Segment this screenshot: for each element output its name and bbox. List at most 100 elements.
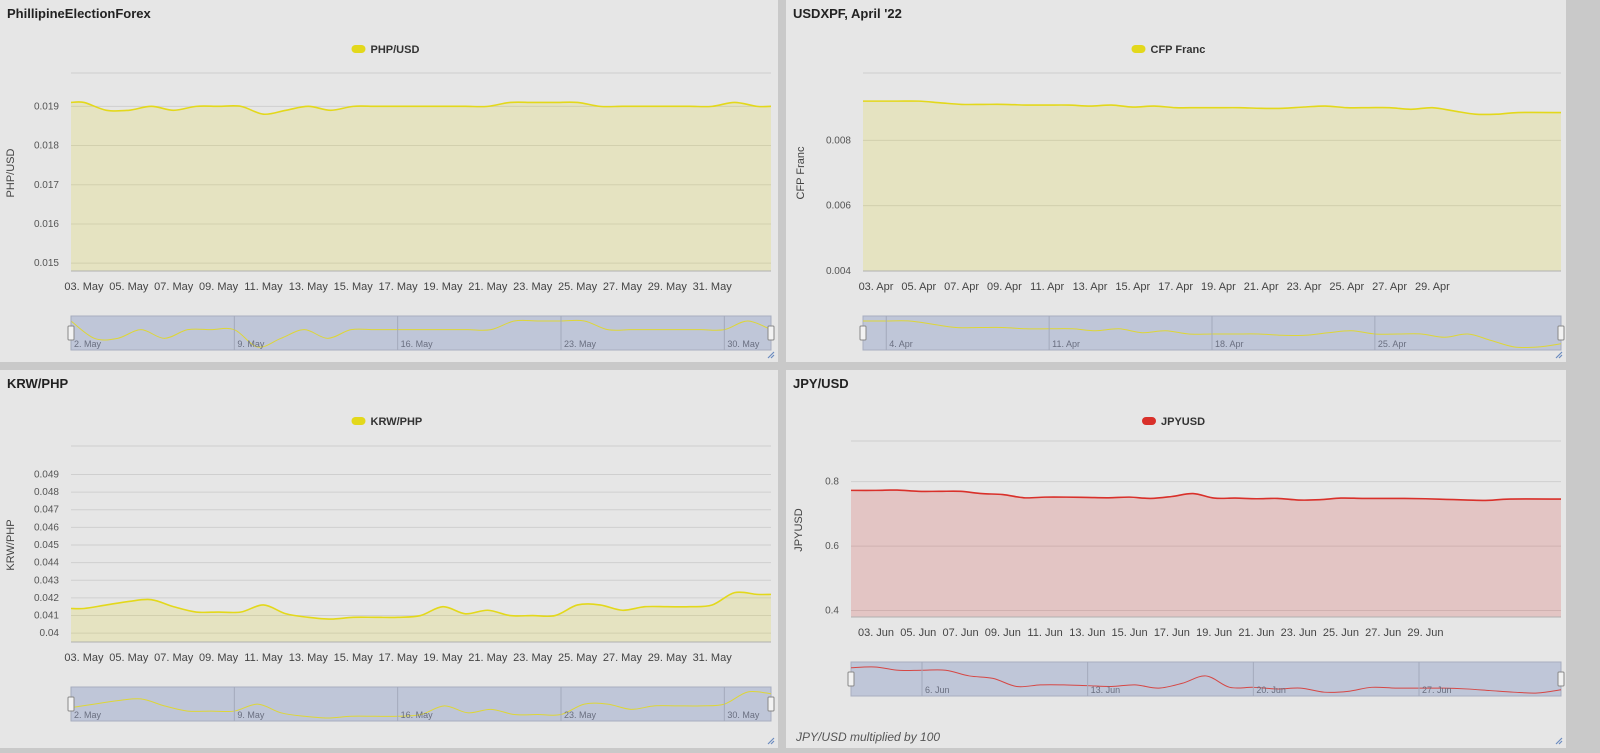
data-point	[307, 105, 309, 107]
data-point	[307, 616, 309, 618]
data-point	[397, 105, 399, 107]
data-point	[689, 606, 691, 608]
data-point	[621, 609, 623, 611]
navigator-series	[850, 666, 1562, 694]
x-tick-label: 09. Apr	[987, 281, 1022, 293]
navigator-handle-left[interactable]	[859, 325, 867, 341]
resize-handle-icon[interactable]	[1555, 351, 1563, 359]
x-tick-label: 23. Apr	[1287, 281, 1322, 293]
y-tick-label: 0.008	[826, 135, 851, 146]
data-point	[173, 606, 175, 608]
navigator-label: 9. May	[237, 339, 265, 349]
navigator-handle-left[interactable]	[67, 696, 75, 712]
data-point	[105, 604, 107, 606]
x-tick-label: 27. Apr	[1372, 281, 1407, 293]
legend: KRW/PHP	[351, 416, 422, 428]
data-point	[262, 604, 264, 606]
data-point	[1132, 106, 1134, 108]
x-tick-label: 23. Jun	[1281, 627, 1317, 639]
series-area	[71, 592, 771, 642]
data-point	[217, 105, 219, 107]
data-point	[173, 109, 175, 111]
navigator-label: 30. May	[727, 710, 760, 720]
data-point	[599, 604, 601, 606]
navigator-label: 9. May	[237, 710, 265, 720]
data-point	[83, 607, 85, 609]
y-axis-title: PHP/USD	[5, 148, 17, 197]
navigator-label: 6. Jun	[925, 685, 950, 695]
y-tick-label: 0.044	[34, 558, 59, 569]
x-tick-label: 05. Jun	[900, 627, 936, 639]
data-point	[756, 105, 758, 107]
data-point	[240, 611, 242, 613]
resize-grip	[1555, 351, 1563, 359]
data-point	[1260, 107, 1262, 109]
x-tick-label: 11. May	[244, 281, 283, 293]
data-point	[1453, 110, 1455, 112]
data-point	[1281, 107, 1283, 109]
x-tick-label: 25. Apr	[1329, 281, 1364, 293]
x-tick-label: 13. May	[289, 652, 329, 664]
data-point	[128, 109, 130, 111]
data-point	[1086, 496, 1088, 498]
legend-symbol	[351, 417, 366, 425]
data-point	[487, 105, 489, 107]
y-tick-label: 0.046	[34, 522, 59, 533]
data-point	[531, 614, 533, 616]
chart-php-usd: PHP/USD 0.015 0.016 0.017 0.018 0.019 PHP/USD 0…	[5, 44, 775, 359]
y-tick-label: 0.04	[40, 628, 60, 639]
x-tick-label: 17. Apr	[1158, 281, 1193, 293]
data-point	[1403, 497, 1405, 499]
data-point	[150, 598, 152, 600]
x-tick-label: 27. Jun	[1365, 627, 1401, 639]
x-tick-label: 25. Jun	[1323, 627, 1359, 639]
x-tick-label: 15. May	[334, 652, 374, 664]
x-tick-label: 07. May	[154, 281, 194, 293]
y-gridlines	[71, 445, 771, 634]
navigator-handle-left[interactable]	[847, 671, 855, 687]
legend: PHP/USD	[351, 44, 420, 56]
data-point	[1488, 499, 1490, 501]
resize-handle-icon[interactable]	[767, 351, 775, 359]
legend-symbol	[351, 45, 366, 53]
x-tick-label: 03. May	[64, 652, 104, 664]
data-point	[195, 105, 197, 107]
legend: JPYUSD	[1142, 416, 1205, 428]
data-point	[733, 101, 735, 103]
data-point	[1474, 113, 1476, 115]
data-point	[1361, 497, 1363, 499]
navigator-handle-right[interactable]	[767, 325, 775, 341]
navigator-handle-right[interactable]	[767, 696, 775, 712]
data-point	[644, 105, 646, 107]
navigator-label: 23. May	[564, 339, 597, 349]
navigator-window	[850, 661, 1562, 697]
data-point	[982, 103, 984, 105]
x-tick-label: 09. Jun	[985, 627, 1021, 639]
legend: CFP Franc	[1131, 44, 1205, 56]
x-tick-label: 03. May	[64, 281, 104, 293]
data-point	[1303, 106, 1305, 108]
y-tick-label: 0.043	[34, 575, 59, 586]
chart-title: USDXPF, April '22	[793, 6, 902, 21]
data-point	[1217, 106, 1219, 108]
data-point	[419, 614, 421, 616]
x-tick-label: 25. May	[558, 652, 598, 664]
legend-label: PHP/USD	[371, 44, 420, 56]
data-point	[1174, 106, 1176, 108]
navigator-series	[70, 319, 772, 348]
navigator-handle-right[interactable]	[1557, 671, 1565, 687]
navigator-handle-left[interactable]	[67, 325, 75, 341]
data-point	[733, 591, 735, 593]
data-point	[1445, 498, 1447, 500]
navigator-label: 13. Jun	[1091, 685, 1121, 695]
x-tick-label: 23. May	[513, 652, 553, 664]
data-point	[83, 101, 85, 103]
x-tick-label: 07. Apr	[944, 281, 979, 293]
resize-handle-icon[interactable]	[1555, 737, 1563, 745]
data-point	[1340, 497, 1342, 499]
navigator-handle-right[interactable]	[1557, 325, 1565, 341]
navigator-label: 25. Apr	[1378, 339, 1407, 349]
resize-handle-icon[interactable]	[767, 737, 775, 745]
data-point	[352, 616, 354, 618]
data-point	[1424, 498, 1426, 500]
